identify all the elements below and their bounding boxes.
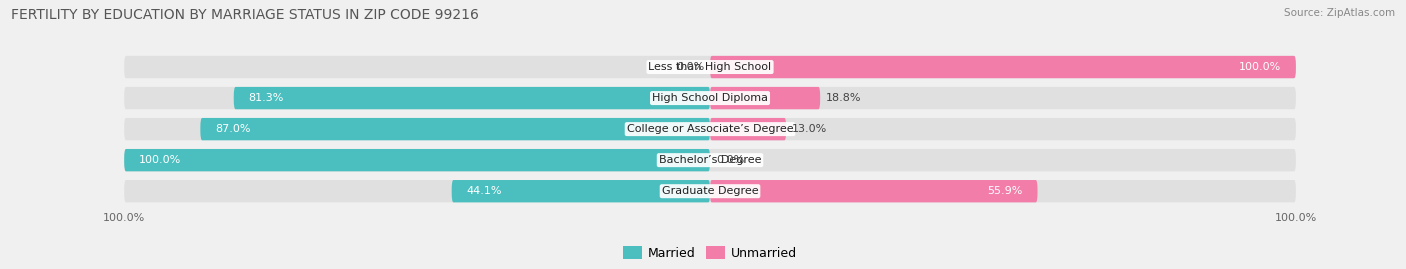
FancyBboxPatch shape (124, 180, 1296, 202)
Text: FERTILITY BY EDUCATION BY MARRIAGE STATUS IN ZIP CODE 99216: FERTILITY BY EDUCATION BY MARRIAGE STATU… (11, 8, 479, 22)
Text: 87.0%: 87.0% (215, 124, 250, 134)
Text: 0.0%: 0.0% (676, 62, 704, 72)
Legend: Married, Unmarried: Married, Unmarried (619, 241, 801, 265)
Text: 100.0%: 100.0% (1239, 62, 1281, 72)
FancyBboxPatch shape (710, 87, 820, 109)
Text: Source: ZipAtlas.com: Source: ZipAtlas.com (1284, 8, 1395, 18)
Text: 13.0%: 13.0% (792, 124, 827, 134)
FancyBboxPatch shape (124, 149, 1296, 171)
Text: 18.8%: 18.8% (827, 93, 862, 103)
FancyBboxPatch shape (233, 87, 710, 109)
Text: Graduate Degree: Graduate Degree (662, 186, 758, 196)
FancyBboxPatch shape (710, 118, 786, 140)
Text: College or Associate’s Degree: College or Associate’s Degree (627, 124, 793, 134)
Text: Less than High School: Less than High School (648, 62, 772, 72)
FancyBboxPatch shape (710, 180, 1038, 202)
Text: High School Diploma: High School Diploma (652, 93, 768, 103)
Text: 44.1%: 44.1% (467, 186, 502, 196)
FancyBboxPatch shape (124, 149, 710, 171)
FancyBboxPatch shape (124, 87, 1296, 109)
FancyBboxPatch shape (451, 180, 710, 202)
Text: 55.9%: 55.9% (987, 186, 1024, 196)
Text: 100.0%: 100.0% (139, 155, 181, 165)
Text: 81.3%: 81.3% (249, 93, 284, 103)
Text: Bachelor’s Degree: Bachelor’s Degree (659, 155, 761, 165)
FancyBboxPatch shape (710, 56, 1296, 78)
Text: 0.0%: 0.0% (716, 155, 744, 165)
FancyBboxPatch shape (124, 56, 1296, 78)
FancyBboxPatch shape (124, 118, 1296, 140)
FancyBboxPatch shape (201, 118, 710, 140)
